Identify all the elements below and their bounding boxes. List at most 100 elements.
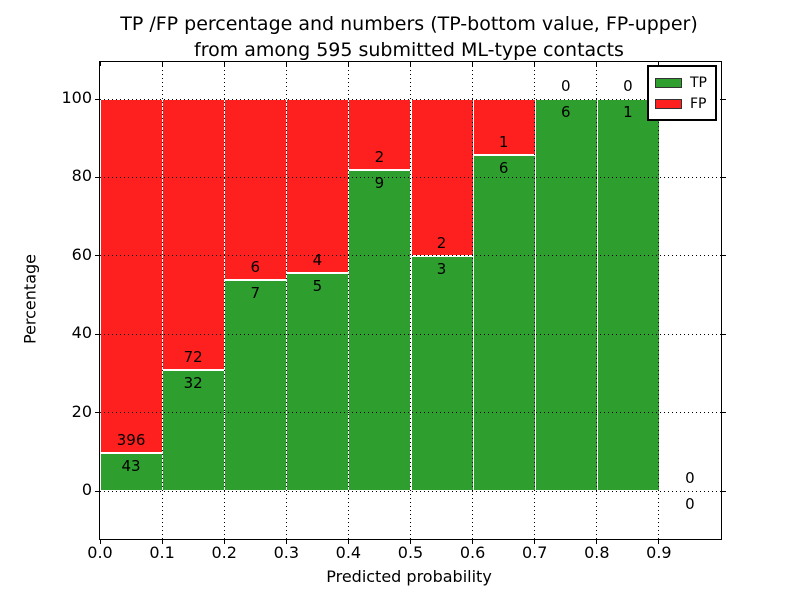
x-tick-label: 0.6 <box>459 543 486 562</box>
x-gridline <box>223 62 225 539</box>
x-tick-mark <box>658 540 660 544</box>
y-tick-mark-right <box>722 176 726 178</box>
fp-count-label: 2 <box>374 148 385 167</box>
tp-bar-segment <box>224 279 288 491</box>
x-tick-mark-top <box>596 62 598 66</box>
y-gridline <box>100 412 721 414</box>
x-gridline <box>534 62 536 539</box>
x-tick-mark <box>223 540 225 544</box>
chart-title: TP /FP percentage and numbers (TP-bottom… <box>120 11 698 63</box>
fp-bar-segment <box>162 99 226 371</box>
x-tick-mark <box>161 540 163 544</box>
x-tick-mark <box>472 540 474 544</box>
x-tick-mark <box>410 540 411 544</box>
x-tick-label: 0.3 <box>273 543 300 562</box>
chart-title-line2: from among 595 submitted ML-type contact… <box>194 39 624 61</box>
legend-swatch-tp <box>655 77 682 88</box>
tp-bar-segment <box>286 273 350 491</box>
y-tick-mark-right <box>722 333 726 335</box>
x-gridline <box>658 62 660 539</box>
y-tick-mark-right <box>722 255 726 257</box>
y-tick-mark-right <box>722 412 726 414</box>
tp-count-label: 32 <box>183 374 203 393</box>
fp-bar-segment <box>224 99 288 280</box>
x-gridline <box>472 62 474 539</box>
y-tick-label: 100 <box>61 88 92 107</box>
tp-count-label: 6 <box>560 103 571 121</box>
chart-title-line1: TP /FP percentage and numbers (TP-bottom… <box>120 13 698 35</box>
tp-bar-segment <box>348 170 412 491</box>
fp-count-label: 396 <box>116 430 146 449</box>
x-tick-label: 0.9 <box>646 543 672 562</box>
x-tick-mark-top <box>410 62 411 66</box>
x-tick-mark <box>534 540 536 544</box>
x-tick-mark <box>99 540 101 544</box>
tp-count-label: 7 <box>250 283 261 302</box>
tp-count-label: 1 <box>623 103 633 121</box>
tp-count-label: 3 <box>436 259 447 278</box>
plot-area: TP FP 396 43 72 32 6 7 4 5 2 9 2 3 1 6 0 6 0 1 0 0 <box>95 61 726 544</box>
x-tick-label: 0.8 <box>584 543 610 562</box>
fp-bar-segment <box>100 99 164 453</box>
y-tick-mark-right <box>722 98 726 100</box>
y-tick-label: 0 <box>81 480 92 499</box>
x-tick-mark-top <box>161 62 163 66</box>
legend-label-fp: FP <box>690 95 707 112</box>
tp-bar-segment <box>410 255 474 491</box>
legend-item-tp: TP <box>655 72 707 93</box>
fp-count-label: 6 <box>250 257 261 276</box>
tp-bar-segment <box>100 452 164 491</box>
tp-count-label: 6 <box>498 159 509 177</box>
x-gridline <box>410 62 411 539</box>
fp-count-label: 0 <box>685 469 695 487</box>
y-gridline <box>100 490 721 492</box>
y-gridline <box>100 255 721 257</box>
fp-count-label: 72 <box>183 348 203 367</box>
x-tick-mark-top <box>347 62 349 66</box>
y-tick-mark <box>95 176 99 178</box>
y-tick-mark <box>95 490 99 492</box>
x-tick-mark-top <box>285 62 287 66</box>
x-tick-mark-top <box>99 62 101 66</box>
y-tick-mark <box>95 255 99 257</box>
legend-label-tp: TP <box>690 74 707 91</box>
fp-bar-segment <box>472 99 536 155</box>
x-gridline <box>161 62 163 539</box>
tp-bar-segment <box>472 155 536 491</box>
tp-bar-segment <box>534 99 598 491</box>
x-gridline <box>347 62 349 539</box>
tp-count-label: 0 <box>685 495 695 513</box>
legend-item-fp: FP <box>655 93 707 114</box>
x-tick-label: 0.5 <box>397 543 424 562</box>
x-tick-mark-top <box>223 62 225 66</box>
y-tick-mark <box>95 98 99 100</box>
fp-count-label: 2 <box>436 233 447 252</box>
legend: TP FP <box>647 65 717 121</box>
x-tick-mark <box>347 540 349 544</box>
fp-count-label: 0 <box>560 77 571 95</box>
y-tick-mark-right <box>722 490 726 492</box>
tp-count-label: 43 <box>121 456 141 475</box>
tp-bar-segment <box>162 370 226 491</box>
x-tick-label: 0.0 <box>87 543 113 562</box>
x-tick-label: 0.2 <box>211 543 237 562</box>
fp-bar-segment <box>286 99 350 274</box>
tp-count-label: 5 <box>312 277 323 296</box>
y-gridline <box>100 333 721 335</box>
fp-bar-segment <box>348 99 412 171</box>
fp-count-label: 1 <box>498 133 509 151</box>
x-axis-label: Predicted probability <box>326 567 492 586</box>
x-tick-label: 0.1 <box>149 543 175 562</box>
y-tick-label: 60 <box>71 244 92 264</box>
x-tick-mark-top <box>472 62 474 66</box>
y-tick-label: 40 <box>71 323 92 343</box>
x-gridline <box>596 62 598 539</box>
x-tick-label: 0.7 <box>521 543 548 562</box>
x-gridline <box>285 62 287 539</box>
y-gridline <box>100 98 721 100</box>
y-tick-mark <box>95 333 99 335</box>
fp-count-label: 4 <box>312 251 323 270</box>
fp-count-label: 0 <box>623 77 633 95</box>
y-tick-mark <box>95 412 99 414</box>
